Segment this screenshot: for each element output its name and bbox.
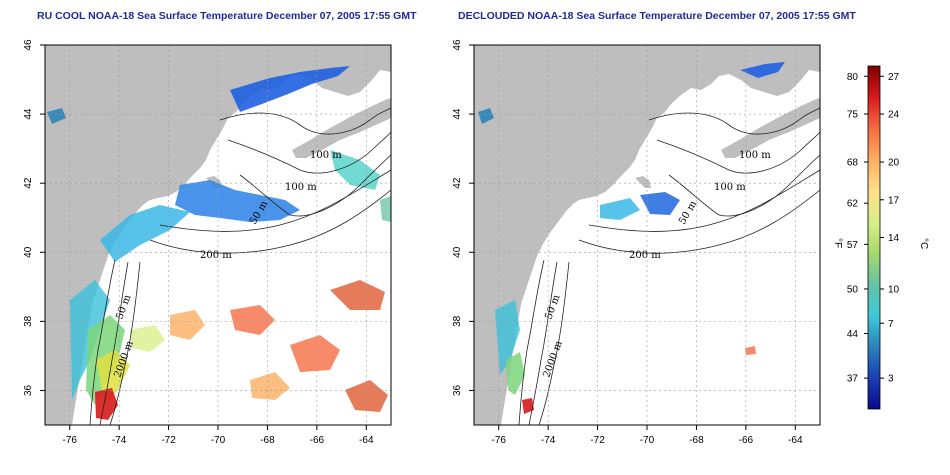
y-tick-label: 38 [23,315,34,327]
x-tick-label: -76 [491,435,506,446]
fahrenheit-tick-label: 80 [847,72,859,83]
land-nova-scotia [292,98,391,158]
temperature-colorbar: 80 75 68 62 57 50 44 37 27 24 20 17 14 10 7 3 °F °C [832,65,929,410]
graticule-right [474,45,820,425]
celsius-tick-label: 24 [888,110,900,121]
fahrenheit-tick-label: 57 [847,240,859,251]
y-tick-label: 40 [23,246,34,258]
y-tick-label: 38 [452,315,463,327]
contour-label: 100 m [285,182,317,193]
x-tick-label: -70 [211,435,226,446]
celsius-tick-label: 27 [888,72,900,83]
x-tick-label: -72 [590,435,605,446]
celsius-tick-label: 14 [888,233,900,244]
fahrenheit-tick-label: 44 [847,329,859,340]
x-tick-label: -70 [640,435,655,446]
celsius-ticks: 27 24 20 17 14 10 7 3 [880,72,900,385]
left-y-axis: 46 44 42 40 38 36 [23,39,45,396]
y-tick-label: 36 [23,384,34,396]
y-tick-label: 44 [452,108,463,120]
y-tick-label: 36 [452,384,463,396]
right-map-title: DECLOUDED NOAA-18 Sea Surface Temperatur… [458,10,856,22]
y-tick-label: 40 [452,246,463,258]
contour-label: 100 m [739,150,771,161]
graticule-left [45,45,391,425]
celsius-tick-label: 20 [888,158,900,169]
fahrenheit-tick-label: 75 [847,110,859,121]
contour-label: 200 m [629,250,661,261]
bathymetry-contours-left [89,107,391,425]
x-tick-label: -68 [689,435,704,446]
x-tick-label: -68 [260,435,275,446]
fahrenheit-tick-label: 50 [847,284,859,295]
y-tick-label: 42 [452,177,463,189]
y-tick-label: 46 [452,39,463,51]
bathymetry-contours-right [518,107,820,425]
colorbar-scale [867,65,881,410]
celsius-tick-label: 17 [888,195,900,206]
contour-label: 100 m [714,182,746,193]
left-map-panel: 100 m 100 m 50 m 200 m 50 m 2000 m -76 -7… [23,39,392,446]
x-tick-label: -64 [788,435,803,446]
sst-patches-right [478,62,785,414]
land-nova-scotia [721,98,820,158]
fahrenheit-tick-label: 37 [847,374,859,385]
x-tick-label: -74 [112,435,127,446]
fahrenheit-tick-label: 62 [847,199,859,210]
right-map-panel: 100 m 100 m 50 m 200 m 50 m 2000 m -76 -7… [452,39,821,446]
left-map-title: RU COOL NOAA-18 Sea Surface Temperature … [37,10,417,22]
contour-label: 200 m [200,250,232,261]
sst-patches-left [47,66,391,420]
y-tick-label: 42 [23,177,34,189]
fahrenheit-label: °F [832,238,843,248]
x-tick-label: -66 [310,435,325,446]
right-x-axis: -76 -74 -72 -70 -68 -66 -64 [491,425,803,446]
x-tick-label: -64 [359,435,374,446]
fahrenheit-ticks: 80 75 68 62 57 50 44 37 [847,72,868,385]
celsius-label: °C [918,238,929,249]
right-y-axis: 46 44 42 40 38 36 [452,39,474,396]
land-mass [474,45,820,425]
land-mass [45,45,391,425]
fahrenheit-tick-label: 68 [847,158,859,169]
x-tick-label: -76 [62,435,77,446]
y-tick-label: 46 [23,39,34,51]
contour-label: 100 m [310,150,342,161]
celsius-tick-label: 10 [888,284,900,295]
celsius-tick-label: 7 [888,319,894,330]
left-x-axis: -76 -74 -72 -70 -68 -66 -64 [62,425,374,446]
x-tick-label: -72 [161,435,176,446]
x-tick-label: -74 [541,435,556,446]
x-tick-label: -66 [739,435,754,446]
celsius-tick-label: 3 [888,374,894,385]
y-tick-label: 44 [23,108,34,120]
